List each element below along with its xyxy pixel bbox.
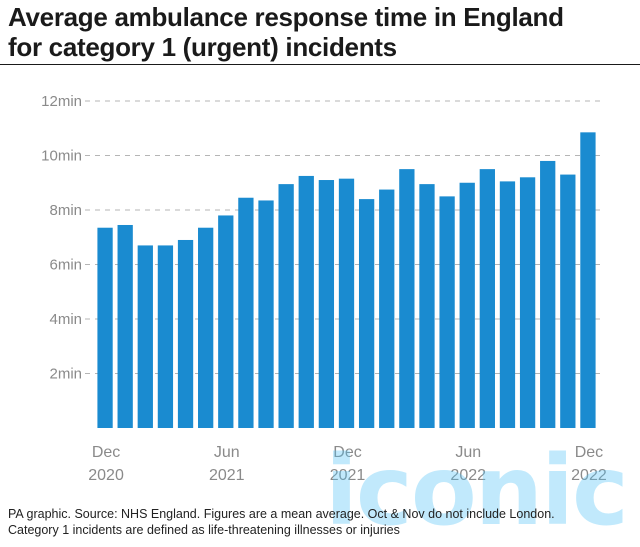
bar xyxy=(379,189,395,428)
x-tick-label-month: Dec xyxy=(333,444,361,461)
chart-title-line-2: for category 1 (urgent) incidents xyxy=(8,32,397,62)
bar xyxy=(198,227,214,428)
bar xyxy=(459,182,475,428)
chart-footer: PA graphic. Source: NHS England. Figures… xyxy=(8,506,628,538)
y-tick-label: 4min xyxy=(49,311,82,328)
bar xyxy=(399,169,415,428)
x-tick-label-month: Dec xyxy=(575,444,603,461)
bar xyxy=(238,197,254,428)
bar xyxy=(540,160,556,428)
y-tick-label: 12min xyxy=(41,93,82,110)
bar xyxy=(258,200,274,428)
bar xyxy=(177,239,194,428)
y-tick-label: 2min xyxy=(49,366,82,383)
bar xyxy=(278,184,294,428)
bar xyxy=(419,184,435,428)
x-tick-label-month: Jun xyxy=(214,444,240,461)
footer-source-note: PA graphic. Source: NHS England. Figures… xyxy=(8,507,555,521)
y-tick-label: 10min xyxy=(41,148,82,165)
bar xyxy=(499,181,516,428)
bar xyxy=(439,196,455,428)
bar xyxy=(318,180,335,428)
bar-chart: 2min 4min 6min 8min 10min 12min Dec 2020 Jun 202… xyxy=(41,93,607,484)
x-tick-label-year: 2020 xyxy=(88,467,124,484)
bar xyxy=(117,224,133,428)
x-tick-label-month: Dec xyxy=(92,444,120,461)
bar xyxy=(479,169,495,428)
x-tick-label-year: 2022 xyxy=(450,467,486,484)
bar xyxy=(157,245,174,428)
x-axis-ticks: Dec 2020 Jun 2021 Dec 2021 Jun 2022 Dec 2022 xyxy=(88,444,607,484)
bar xyxy=(358,199,375,428)
x-tick-label-year: 2021 xyxy=(209,467,245,484)
title-divider xyxy=(0,64,640,65)
chart-title-line-1: Average ambulance response time in Engla… xyxy=(8,2,564,32)
bar xyxy=(97,227,113,428)
bar xyxy=(338,178,355,428)
bar xyxy=(298,175,314,428)
bar xyxy=(137,245,153,428)
y-axis-ticks: 2min 4min 6min 8min 10min 12min xyxy=(41,93,82,383)
chart-title: Average ambulance response time in Engla… xyxy=(8,2,628,62)
bar xyxy=(560,174,576,428)
footer-definition-note: Category 1 incidents are defined as life… xyxy=(8,523,400,537)
bars xyxy=(97,132,596,428)
y-tick-label: 6min xyxy=(49,257,82,274)
x-tick-label-month: Jun xyxy=(455,444,481,461)
x-tick-label-year: 2021 xyxy=(330,467,366,484)
bar xyxy=(580,132,596,428)
y-tick-label: 8min xyxy=(49,202,82,219)
bar xyxy=(519,177,536,428)
bar xyxy=(218,215,234,428)
x-tick-label-year: 2022 xyxy=(571,467,607,484)
